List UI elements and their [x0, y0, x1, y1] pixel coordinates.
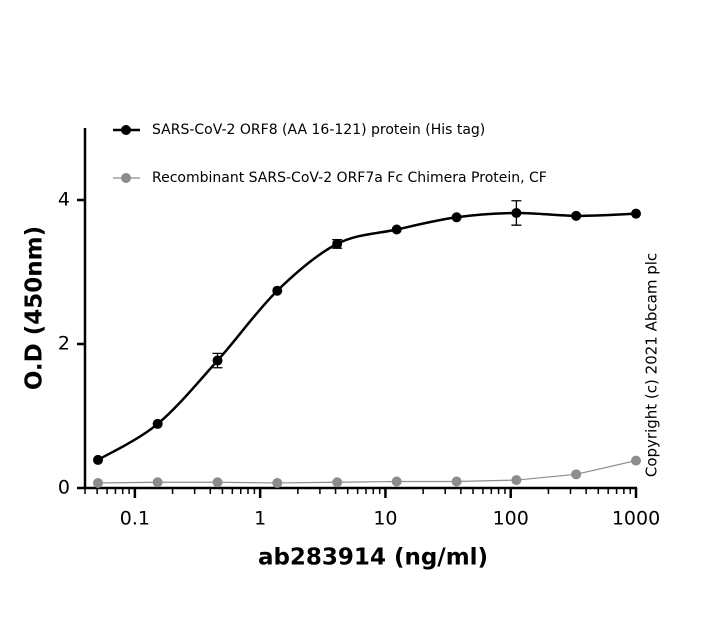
series-line	[97, 211, 637, 461]
series-line	[97, 460, 637, 484]
x-axis-label: ab283914 (ng/ml)	[258, 545, 488, 571]
data-point	[212, 355, 223, 366]
data-point	[451, 476, 462, 487]
y-axis-label: O.D (450nm)	[22, 226, 48, 390]
data-point	[272, 285, 283, 296]
data-point	[272, 477, 283, 488]
data-point	[152, 477, 163, 488]
data-point	[451, 212, 462, 223]
legend-label: Recombinant SARS-CoV-2 ORF7a Fc Chimera …	[152, 170, 547, 186]
data-point	[332, 238, 343, 249]
data-point	[391, 476, 402, 487]
legend-marker	[121, 125, 131, 135]
y-tick-label: 2	[58, 333, 70, 355]
x-tick-label: 100	[493, 508, 529, 530]
data-point	[212, 477, 223, 488]
data-point	[511, 475, 522, 486]
y-tick-label: 0	[58, 477, 70, 499]
legend-marker	[121, 173, 131, 183]
data-point	[571, 469, 582, 480]
data-point	[332, 477, 343, 488]
y-tick-label: 4	[58, 189, 70, 211]
data-point	[93, 477, 104, 488]
data-point	[571, 210, 582, 221]
x-tick-label: 1000	[612, 508, 660, 530]
data-point	[93, 454, 104, 465]
x-tick-label: 1	[254, 508, 266, 530]
data-point	[631, 208, 641, 219]
x-tick-label: 10	[373, 508, 397, 530]
legend-label: SARS-CoV-2 ORF8 (AA 16-121) protein (His…	[152, 122, 485, 138]
data-point	[391, 224, 402, 235]
data-point	[631, 455, 641, 466]
data-point	[511, 207, 522, 218]
copyright: Copyright (c) 2021 Abcam plc	[643, 253, 661, 477]
x-tick-label: 0.1	[120, 508, 150, 530]
data-point	[152, 418, 163, 429]
